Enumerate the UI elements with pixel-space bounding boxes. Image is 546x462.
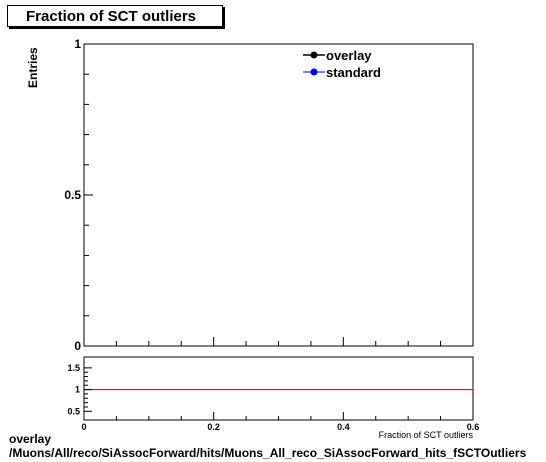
ratio-y-tick-label: 1.5 xyxy=(67,363,80,373)
title-box: Fraction of SCT outliers xyxy=(7,5,223,27)
ratio-x-tick-label: 0 xyxy=(81,422,86,432)
main-plot-frame xyxy=(83,43,474,347)
ratio-x-tick-label: 0.2 xyxy=(207,422,220,432)
main-y-tick-label: 0 xyxy=(74,339,81,353)
legend-overlay-marker xyxy=(310,51,318,59)
main-y-tick-label: 1 xyxy=(74,37,81,51)
x-axis-label: Fraction of SCT outliers xyxy=(379,430,474,440)
caption-line-2: /Muons/All/reco/SiAssocForward/hits/Muon… xyxy=(9,446,527,460)
ratio-x-tick-label: 0.4 xyxy=(337,422,350,432)
chart-title: Fraction of SCT outliers xyxy=(26,8,197,25)
ratio-x-tick-label: 0.6 xyxy=(467,422,480,432)
legend-overlay-label: overlay xyxy=(326,48,372,63)
ratio-y-tick-label: 0.5 xyxy=(67,406,80,416)
ratio-y-tick-labels: 0.5 1 1.5 xyxy=(67,363,80,416)
caption-line-1: overlay xyxy=(9,432,52,446)
ratio-y-ticks xyxy=(84,367,92,412)
ratio-x-tick-labels: 0 0.2 0.4 0.6 xyxy=(81,422,479,432)
ratio-x-ticks xyxy=(83,412,474,420)
main-x-ticks xyxy=(83,337,474,346)
main-y-tick-labels: 00.51 xyxy=(64,37,81,353)
ratio-y-tick-label: 1 xyxy=(75,385,80,395)
main-y-tick-label: 0.5 xyxy=(64,188,81,202)
main-y-ticks xyxy=(84,43,93,347)
ratio-plot-frame xyxy=(83,356,474,421)
legend: overlay standard xyxy=(303,48,381,80)
y-axis-label: Entries xyxy=(26,47,40,88)
legend-standard-label: standard xyxy=(326,65,381,80)
legend-standard-marker xyxy=(310,68,318,76)
